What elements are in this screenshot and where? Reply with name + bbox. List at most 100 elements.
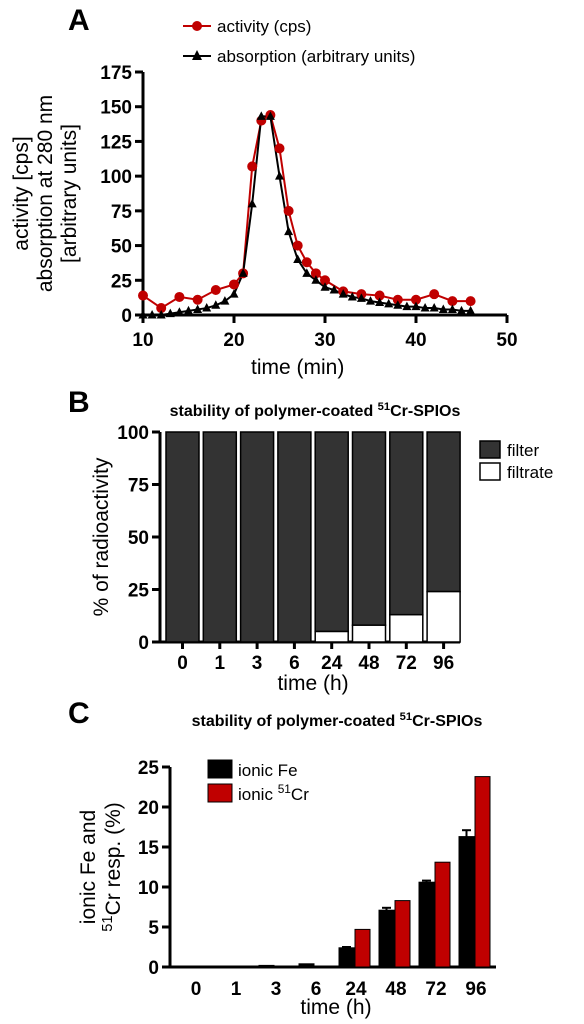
- absorption-point: [165, 308, 175, 318]
- activity-point: [247, 161, 258, 172]
- panel-a-y-tick-label: 25: [111, 271, 133, 292]
- absorption-line: [143, 115, 471, 316]
- absorption-point: [156, 310, 166, 319]
- panel-c-x-tick-label: 24: [345, 979, 367, 1000]
- absorption-point: [293, 254, 303, 263]
- panel-c-x-tick-label: 6: [311, 979, 322, 1000]
- absorption-point: [138, 310, 148, 319]
- filtrate-bar: [389, 613, 424, 643]
- panel-b-y-tick-label: 75: [128, 476, 150, 497]
- absorption-point: [411, 301, 421, 311]
- panel-c-title: stability of polymer-coated 51Cr-SPIOs: [192, 711, 483, 730]
- activity-point: [465, 296, 476, 307]
- panel-c-legend-label: ionic Fe: [238, 761, 298, 780]
- filter-bar: [239, 431, 275, 643]
- activity-point: [174, 291, 185, 302]
- absorption-point: [329, 285, 339, 294]
- ionic-fe-bar: [458, 836, 475, 968]
- absorption-point: [320, 282, 330, 291]
- absorption-point: [338, 289, 348, 298]
- absorption-point: [366, 296, 375, 305]
- filtrate-bar: [351, 624, 387, 643]
- absorption-point: [466, 305, 476, 315]
- filter-bar: [277, 431, 312, 643]
- activity-point: [138, 290, 148, 301]
- panel-b-x-tick-label: 3: [252, 653, 263, 674]
- panel-c-x-tick-label: 1: [231, 979, 242, 1000]
- absorption-point: [420, 303, 430, 312]
- activity-point: [210, 285, 221, 296]
- ionic-fe-bar: [338, 947, 355, 968]
- absorption-point: [457, 305, 466, 315]
- panel-a-y-tick-label: 125: [100, 132, 132, 153]
- absorption-point: [311, 275, 321, 284]
- filter-bar: [351, 431, 387, 626]
- panel-a-x-tick-label: 50: [496, 330, 517, 351]
- legend-marker-circle: [192, 21, 202, 31]
- panel-b-x-label: time (h): [277, 672, 348, 695]
- panel-b-legend-label: filtrate: [507, 463, 553, 482]
- activity-point: [274, 143, 285, 154]
- filtrate-bar: [314, 630, 349, 643]
- ionic-fe-bar: [298, 963, 315, 968]
- panel-b-y-tick-label: 100: [117, 423, 149, 444]
- absorption-point: [202, 303, 212, 312]
- activity-point: [292, 240, 303, 251]
- absorption-point: [229, 289, 239, 298]
- panel-b-y-tick-label: 25: [128, 581, 150, 602]
- ionic-cr-bar: [474, 776, 491, 968]
- panel-a-y-tick-label: 75: [111, 202, 133, 223]
- panel-a-legend-label: absorption (arbitrary units): [217, 47, 415, 66]
- panel-c-y-label: ionic Fe and: [77, 810, 100, 924]
- panel-c-legend-swatch: [207, 783, 233, 803]
- filter-bar: [165, 431, 200, 643]
- absorption-point: [147, 310, 157, 319]
- panel-b-letter: B: [68, 386, 90, 419]
- absorption-point: [302, 268, 312, 277]
- panel-a-y-label: absorption at 280 nm: [34, 95, 57, 292]
- panel-c-y-tick-label: 15: [138, 838, 160, 859]
- panel-c-x-tick-label: 72: [425, 979, 446, 1000]
- panel-a-y-tick-label: 150: [100, 98, 132, 119]
- panel-b-legend-swatch: [479, 440, 501, 459]
- activity-point: [429, 289, 440, 300]
- panel-a-letter: A: [68, 4, 90, 37]
- absorption-point: [347, 291, 357, 301]
- activity-point: [192, 294, 203, 305]
- absorption-point: [393, 300, 403, 309]
- panel-c-y-tick-label: 5: [148, 918, 159, 939]
- panel-a-x-tick-label: 10: [132, 330, 153, 351]
- absorption-point: [375, 297, 385, 307]
- ionic-fe-bar: [418, 881, 435, 968]
- ionic-fe-bar: [258, 964, 275, 968]
- absorption-point: [384, 298, 394, 308]
- panel-b-y-label: % of radioactivity: [90, 457, 113, 616]
- legend-marker-triangle: [192, 50, 202, 60]
- panel-b-x-tick-label: 24: [321, 653, 343, 674]
- panel-c-y-tick-label: 10: [138, 878, 159, 899]
- ionic-fe-bar: [178, 965, 195, 968]
- panel-c-legend-swatch: [207, 759, 233, 779]
- panel-a-y-label: [arbitrary units]: [58, 124, 81, 263]
- absorption-point: [438, 304, 448, 313]
- filter-bar: [314, 431, 349, 633]
- filter-bar: [426, 431, 461, 593]
- panel-b-legend-label: filter: [507, 441, 539, 460]
- panel-b-legend-swatch: [479, 462, 501, 481]
- absorption-point: [247, 198, 257, 208]
- panel-b-y-tick-label: 0: [138, 633, 149, 654]
- filter-bar: [389, 431, 424, 616]
- panel-a-x-tick-label: 20: [223, 330, 244, 351]
- absorption-point: [174, 307, 184, 316]
- panel-a-legend-label: activity (cps): [217, 17, 311, 36]
- panel-c-y-tick-label: 25: [138, 758, 160, 779]
- absorption-point: [447, 304, 457, 313]
- panel-b-title: stability of polymer-coated 51Cr-SPIOs: [170, 401, 461, 420]
- absorption-point: [220, 296, 230, 305]
- panel-a-x-tick-label: 30: [314, 330, 335, 351]
- absorption-point: [402, 301, 412, 311]
- ionic-fe-bar: [378, 909, 395, 968]
- ionic-cr-bar: [394, 900, 411, 968]
- panel-c-x-label: time (h): [300, 996, 371, 1019]
